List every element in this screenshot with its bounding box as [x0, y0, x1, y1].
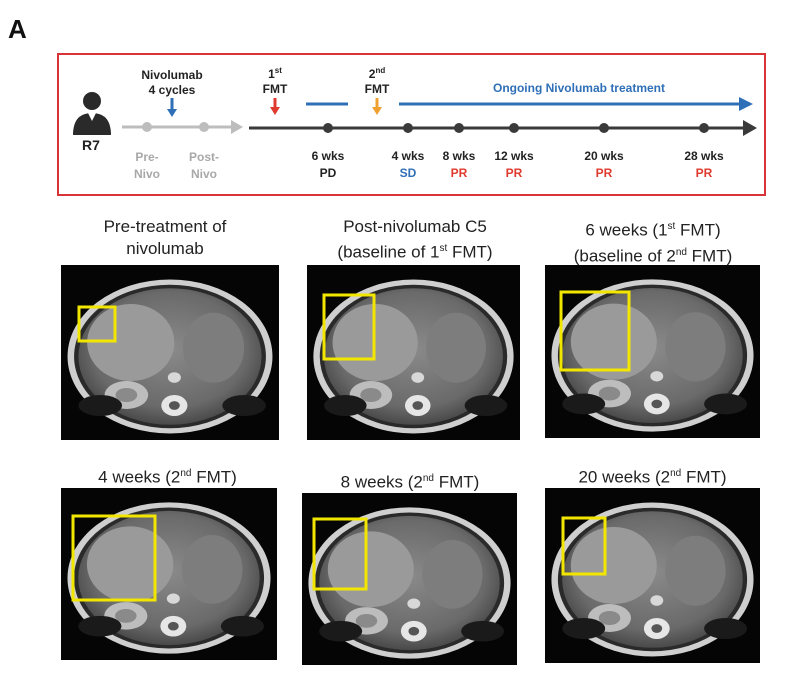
ct-slice-drawing: [67, 502, 271, 654]
timepoint-response: PR: [695, 166, 713, 180]
caption-scan-3: 6 weeks (1st FMT) (baseline of 2nd FMT): [573, 220, 733, 266]
ct-scan-4: [61, 488, 277, 660]
ongoing-arrowhead: [739, 97, 753, 111]
timepoint-dot: [323, 123, 333, 133]
fmt1-arrow: [270, 107, 280, 115]
fmt2-arrow: [372, 107, 382, 115]
timeline-graphics: [73, 92, 757, 136]
ct-scan-5: [302, 493, 517, 665]
timepoint-week: 4 wks: [391, 149, 425, 163]
timepoint-week: 12 wks: [494, 149, 534, 163]
caption-scan-4: 4 weeks (2nd FMT): [98, 467, 237, 487]
pre-arrowhead: [231, 120, 243, 134]
timepoint-dots: [323, 123, 709, 133]
patient-id: R7: [82, 137, 100, 153]
ct-slice-drawing: [313, 279, 514, 434]
ct-scan-3: [545, 265, 760, 438]
caption-scan-6: 20 weeks (2nd FMT): [578, 467, 727, 487]
pre-nivo-label: Pre- Nivo: [133, 150, 160, 181]
timepoint-dot: [509, 123, 519, 133]
timepoint-response: SD: [399, 166, 417, 180]
post-nivo-label: Post- Nivo: [189, 150, 219, 181]
timepoint-week: 20 wks: [584, 149, 624, 163]
timepoint-response: PR: [505, 166, 523, 180]
patient-icon: [73, 92, 111, 135]
ongoing-label: Ongoing Nivolumab treatment: [492, 81, 665, 95]
fmt2-label: 2nd FMT: [364, 66, 390, 96]
timepoint-dot: [403, 123, 413, 133]
fmt1-label: 1st FMT: [262, 66, 288, 96]
timepoint-response: PR: [595, 166, 613, 180]
ct-slice-drawing: [551, 502, 754, 657]
caption-scan-2: Post-nivolumab C5 (baseline of 1st FMT): [337, 217, 493, 262]
timepoint-week: 28 wks: [684, 149, 724, 163]
timepoint-dot: [454, 123, 464, 133]
timepoint-week: 8 wks: [442, 149, 476, 163]
timepoint-response: PD: [319, 166, 337, 180]
pre-nivo-dot: [142, 122, 152, 132]
ct-slice-drawing: [67, 279, 273, 434]
ct-scan-6: [545, 488, 760, 663]
main-arrowhead: [743, 120, 757, 136]
post-nivo-dot: [199, 122, 209, 132]
caption-scan-5: 8 weeks (2nd FMT): [340, 472, 480, 492]
timepoint-week: 6 wks: [311, 149, 345, 163]
timepoint-dot: [599, 123, 609, 133]
nivolumab-label: Nivolumab 4 cycles: [141, 68, 203, 97]
ct-slice-drawing: [308, 507, 511, 659]
timepoint-response: PR: [450, 166, 468, 180]
caption-scan-1: Pre-treatment of nivolumab: [103, 217, 227, 258]
nivolumab-arrow: [167, 109, 177, 117]
treatment-timeline: R7 Nivolumab 4 cycles Pre- Nivo Post- Ni…: [57, 53, 766, 196]
panel-label: A: [8, 14, 27, 44]
timepoint-dot: [699, 123, 709, 133]
ct-scan-2: [307, 265, 520, 440]
ct-slice-drawing: [551, 279, 754, 432]
ct-scan-1: [61, 265, 279, 440]
